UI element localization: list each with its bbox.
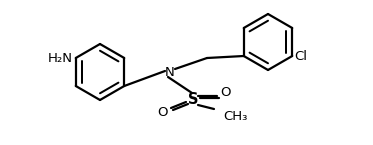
Text: O: O: [157, 106, 168, 119]
Text: H₂N: H₂N: [48, 51, 73, 65]
Text: O: O: [220, 87, 231, 99]
Text: CH₃: CH₃: [223, 109, 247, 123]
Text: N: N: [165, 66, 175, 78]
Text: S: S: [188, 93, 198, 107]
Text: Cl: Cl: [294, 49, 307, 62]
